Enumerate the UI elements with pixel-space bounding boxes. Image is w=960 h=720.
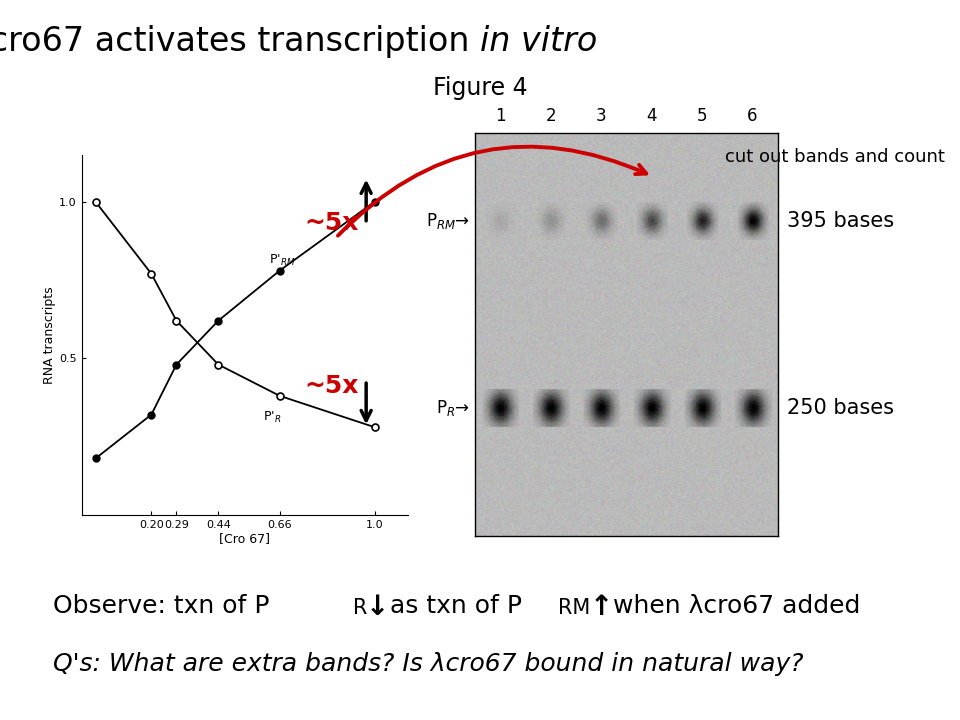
Text: 2: 2 bbox=[545, 107, 556, 125]
Text: as txn of P: as txn of P bbox=[382, 594, 522, 618]
Text: Figure 4: Figure 4 bbox=[433, 76, 527, 99]
Text: 250 bases: 250 bases bbox=[787, 398, 894, 418]
Text: when λcro67 added: when λcro67 added bbox=[605, 594, 860, 618]
Text: cut out bands and count: cut out bands and count bbox=[725, 148, 946, 166]
Text: 6: 6 bbox=[747, 107, 757, 125]
Text: 4: 4 bbox=[646, 107, 657, 125]
Text: P'$_{R}$: P'$_{R}$ bbox=[263, 410, 281, 425]
Text: ~5x: ~5x bbox=[304, 374, 359, 398]
Text: Observe: txn of P: Observe: txn of P bbox=[53, 594, 270, 618]
Text: 1: 1 bbox=[495, 107, 506, 125]
Text: λcro67 activates transcription: λcro67 activates transcription bbox=[0, 25, 480, 58]
Text: 395 bases: 395 bases bbox=[787, 211, 895, 231]
Text: 5: 5 bbox=[697, 107, 708, 125]
Y-axis label: RNA transcripts: RNA transcripts bbox=[43, 286, 57, 384]
Text: in vitro: in vitro bbox=[480, 25, 597, 58]
FancyArrowPatch shape bbox=[338, 147, 646, 235]
Text: P'$_{RM}$: P'$_{RM}$ bbox=[269, 253, 295, 269]
Text: ↑: ↑ bbox=[589, 593, 612, 621]
Text: Q's: What are extra bands? Is λcro67 bound in natural way?: Q's: What are extra bands? Is λcro67 bou… bbox=[53, 652, 804, 675]
X-axis label: [Cro 67]: [Cro 67] bbox=[219, 532, 271, 546]
Text: P$_{RM}$→: P$_{RM}$→ bbox=[426, 211, 470, 231]
Text: R: R bbox=[353, 598, 368, 618]
Text: ~5x: ~5x bbox=[304, 211, 359, 235]
Text: 3: 3 bbox=[596, 107, 607, 125]
Text: ↓: ↓ bbox=[366, 593, 389, 621]
Text: P$_R$→: P$_R$→ bbox=[437, 398, 470, 418]
Text: RM: RM bbox=[558, 598, 590, 618]
